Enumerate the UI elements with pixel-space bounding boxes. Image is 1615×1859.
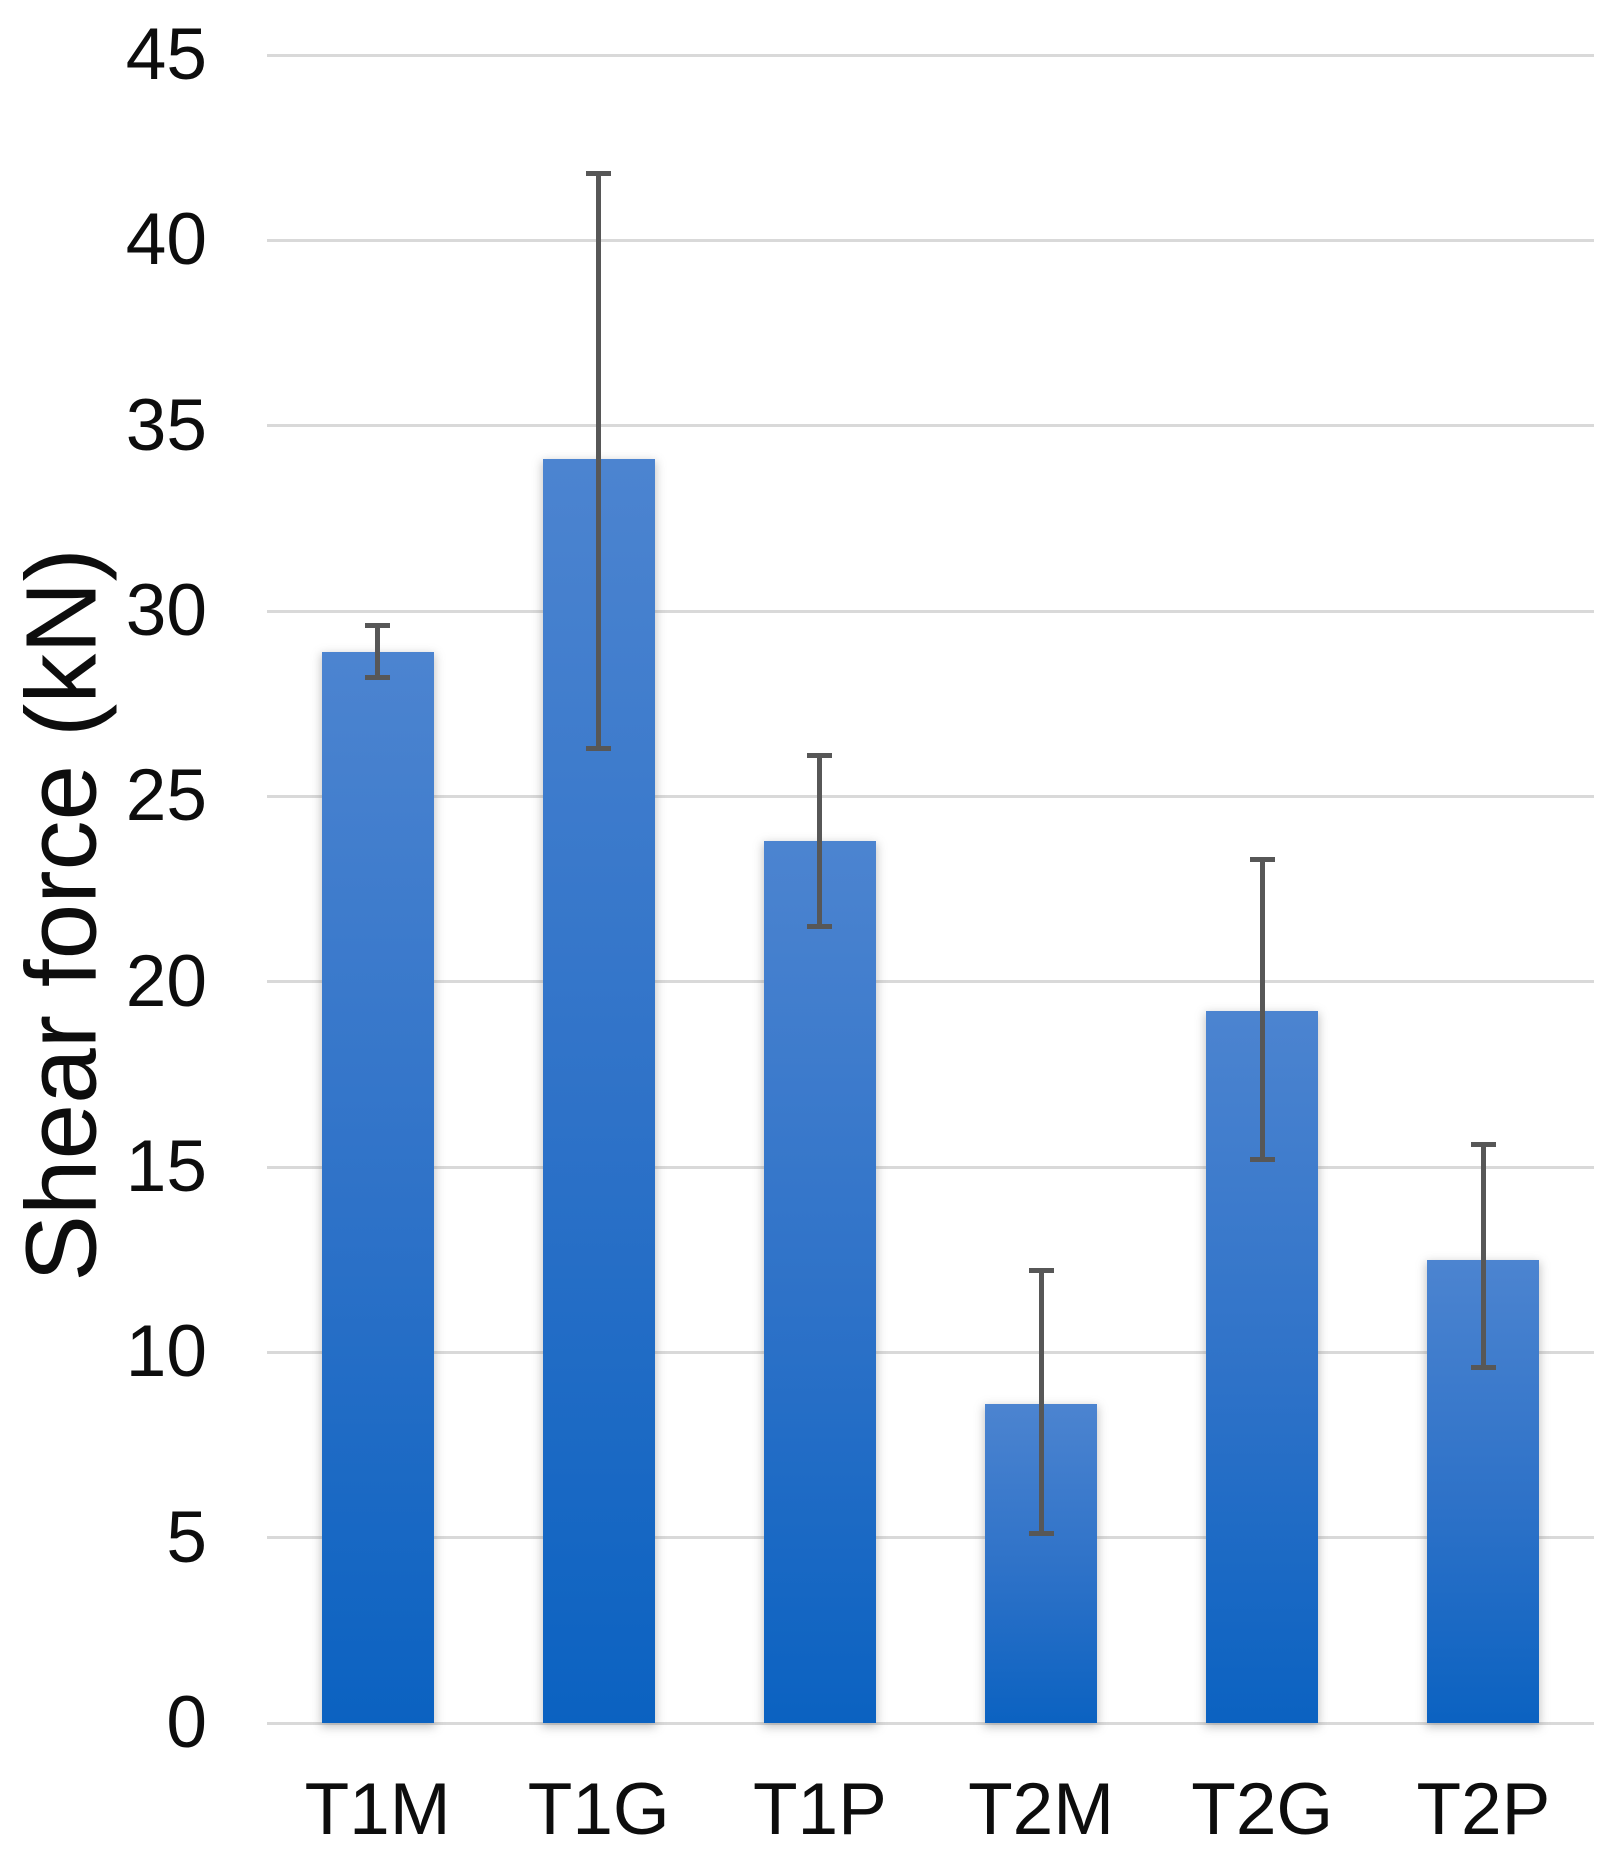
error-bar-cap-bottom	[365, 675, 391, 681]
y-tick-label: 5	[166, 1496, 207, 1578]
y-tick-label: 10	[125, 1311, 207, 1393]
x-axis-label-t2m: T2M	[968, 1769, 1115, 1850]
x-axis-label-t1g: T1G	[527, 1769, 670, 1850]
error-bar-cap-top	[586, 171, 612, 177]
gridline	[267, 794, 1594, 798]
error-bar-line	[596, 173, 602, 749]
error-bar-line	[1259, 859, 1265, 1160]
x-axis-label-t2g: T2G	[1191, 1769, 1334, 1850]
error-bar-cap-bottom	[1249, 1157, 1275, 1163]
error-bar-cap-bottom	[586, 745, 612, 751]
error-bar-cap-top	[1249, 856, 1275, 862]
y-tick-label: 0	[166, 1682, 207, 1763]
error-bar-cap-bottom	[1470, 1364, 1496, 1370]
bar-t1p	[763, 840, 876, 1723]
gridline	[267, 1536, 1594, 1540]
y-tick-label: 25	[125, 755, 207, 837]
y-tick-label: 40	[125, 199, 207, 281]
error-bar-line	[817, 755, 823, 927]
error-bar-cap-top	[807, 753, 833, 759]
gridline	[267, 609, 1594, 613]
error-bar-cap-top	[1470, 1142, 1496, 1148]
error-bar-line	[375, 625, 381, 678]
gridline	[267, 1165, 1594, 1169]
y-tick-label: 20	[125, 940, 207, 1022]
gridline	[267, 424, 1594, 428]
error-bar-cap-top	[1028, 1268, 1054, 1274]
x-axis-label-t2p: T2P	[1416, 1769, 1551, 1850]
bar-t1m	[321, 651, 434, 1723]
error-bar-cap-top	[365, 623, 391, 629]
gridline	[267, 238, 1594, 242]
y-tick-label: 45	[125, 14, 207, 95]
y-tick-label: 15	[125, 1126, 207, 1207]
y-tick-label: 30	[125, 570, 207, 651]
error-bar-line	[1480, 1144, 1486, 1368]
y-tick-label: 35	[125, 384, 207, 466]
error-bar-line	[1038, 1270, 1044, 1534]
gridline	[267, 53, 1594, 57]
gridline	[267, 1350, 1594, 1354]
gridline	[267, 1721, 1594, 1725]
error-bar-cap-bottom	[807, 923, 833, 929]
gridline	[267, 980, 1594, 984]
x-axis-label-t1p: T1P	[752, 1769, 887, 1850]
error-bar-cap-bottom	[1028, 1531, 1054, 1537]
x-axis-label-t1m: T1M	[304, 1769, 451, 1850]
